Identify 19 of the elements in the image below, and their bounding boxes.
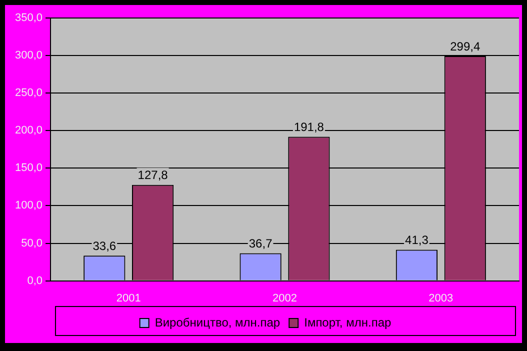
data-label: 33,6 [92,238,116,253]
x-tick-label: 2002 [272,292,298,304]
y-tick-label: 150,0 [14,162,43,174]
y-tick-label: 200,0 [14,124,43,137]
x-tick-label: 2001 [116,292,141,304]
y-tick-label: 0,0 [27,274,43,287]
data-label: 127,8 [138,168,168,182]
y-tick-label: 350,0 [14,12,43,24]
data-label: 299,4 [450,39,480,54]
y-tick-label: 250,0 [14,87,43,100]
legend-label: Виробництво, млн.пар [154,315,280,330]
data-label: 41,3 [405,233,429,248]
data-label: 36,7 [248,236,273,251]
y-tick-label: 100,0 [14,200,43,212]
data-label: 191,8 [294,120,324,134]
y-tick-label: 50,0 [21,237,43,250]
y-tick-label: 300,0 [14,50,43,62]
x-tick-label: 2003 [428,292,454,304]
legend-label: Імпорт, млн.пар [304,315,392,330]
